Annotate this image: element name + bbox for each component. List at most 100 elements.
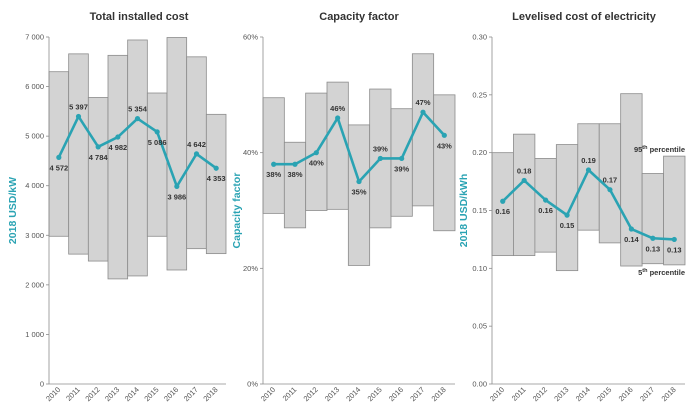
chart-panel-3: Levelised cost of electricity 2018 USD/kW… (458, 11, 686, 403)
x-tick-label: 2010 (259, 385, 277, 403)
data-label-2011: 5 397 (69, 102, 88, 111)
data-point-2014 (134, 115, 141, 122)
x-tick-label: 2014 (574, 385, 592, 403)
x-tick-label: 2018 (430, 385, 448, 403)
y-axis-label: 2018 USD/kWh (458, 174, 470, 248)
data-label-2013: 46% (330, 104, 345, 113)
data-label-2011: 0.18 (517, 166, 532, 175)
x-tick-label: 2015 (366, 385, 384, 403)
data-label-2013: 0.15 (560, 221, 575, 230)
y-tick-label: 0.10 (472, 264, 487, 273)
data-label-2016: 0.14 (624, 235, 639, 244)
data-label-2016: 39% (394, 164, 409, 173)
percentile-band-2016 (390, 108, 413, 217)
data-label-2017: 47% (415, 98, 430, 107)
y-tick-label: 60% (243, 33, 258, 42)
y-tick-label: 0.05 (472, 322, 487, 331)
data-point-2013 (564, 212, 570, 218)
data-point-2015 (154, 129, 160, 135)
data-point-2018 (671, 236, 677, 243)
data-point-2015 (607, 187, 613, 193)
data-label-2013: 4 982 (108, 143, 127, 152)
data-point-2018 (441, 132, 447, 138)
data-point-2012 (313, 150, 319, 156)
y-axis-label: 2018 USD/kW (7, 177, 19, 244)
x-tick-label: 2015 (142, 385, 160, 403)
x-tick-label: 2018 (660, 385, 678, 403)
percentile-band-2016 (166, 37, 188, 271)
data-label-2010: 4 572 (49, 163, 68, 172)
data-point-2012 (543, 197, 549, 203)
x-tick-label: 2010 (44, 385, 62, 403)
data-label-2015: 39% (373, 144, 388, 153)
percentile-band-2013 (326, 81, 349, 210)
y-tick-label: 0.00 (472, 380, 487, 389)
x-tick-label: 2015 (595, 385, 613, 403)
x-tick-label: 2012 (531, 385, 549, 403)
data-label-2014: 5 354 (128, 105, 148, 114)
y-tick-label: 0.20 (472, 148, 487, 157)
percentile-band-2015 (146, 92, 168, 237)
y-tick-label: 20% (243, 264, 258, 273)
data-point-2011 (75, 113, 82, 120)
data-point-2010 (500, 198, 506, 204)
x-tick-label: 2011 (64, 385, 82, 403)
data-point-2010 (56, 154, 62, 160)
x-tick-label: 2017 (408, 385, 426, 403)
percentile-band-2010 (48, 71, 70, 237)
y-tick-label: 2 000 (25, 280, 44, 289)
y-tick-label: 4 000 (25, 181, 44, 190)
x-tick-label: 2010 (488, 385, 506, 403)
x-tick-label: 2012 (83, 385, 101, 403)
x-tick-label: 2013 (552, 385, 570, 403)
data-label-2011: 38% (287, 170, 302, 179)
data-point-2013 (335, 115, 341, 121)
percentile-band-2011 (513, 133, 536, 257)
percentile-band-2014 (127, 39, 148, 277)
percentile-band-2010 (262, 97, 285, 214)
percentile-annotation: 95th percentile (634, 145, 685, 154)
x-tick-label: 2017 (638, 385, 656, 403)
data-point-2016 (174, 183, 180, 190)
x-tick-label: 2011 (510, 385, 528, 403)
y-tick-label: 7 000 (25, 33, 44, 42)
y-tick-label: 3 000 (25, 231, 44, 240)
y-tick-label: 0 (40, 380, 44, 389)
data-point-2013 (115, 134, 121, 140)
data-label-2018: 43% (437, 141, 452, 150)
data-point-2012 (95, 144, 101, 150)
percentile-band-2018 (663, 155, 686, 266)
x-tick-label: 2016 (387, 385, 405, 403)
data-point-2016 (628, 226, 634, 232)
x-tick-label: 2018 (201, 385, 219, 403)
data-label-2016: 3 986 (167, 192, 186, 201)
y-tick-label: 0.15 (472, 206, 487, 215)
y-tick-label: 6 000 (25, 82, 44, 91)
data-point-2015 (377, 155, 383, 162)
percentile-band-2012 (87, 97, 109, 262)
data-point-2011 (292, 161, 298, 167)
chart-panel-1: Total installed cost 2018 USD/kW 0 1 000 2 0… (7, 11, 227, 403)
data-point-2010 (271, 161, 277, 167)
chart-title: Capacity factor (319, 11, 399, 23)
x-tick-label: 2012 (302, 385, 320, 403)
data-point-2017 (193, 151, 200, 157)
percentile-band-2011 (68, 53, 89, 255)
y-tick-label: 1 000 (25, 330, 44, 339)
percentile-band-2018 (205, 113, 227, 255)
data-point-2017 (650, 235, 656, 241)
y-tick-label: 0.25 (472, 90, 487, 99)
data-point-2016 (399, 155, 405, 162)
data-label-2014: 35% (351, 188, 366, 197)
x-tick-label: 2016 (162, 385, 180, 403)
data-point-2017 (420, 109, 426, 115)
x-tick-label: 2013 (323, 385, 341, 403)
percentile-band-2011 (283, 141, 307, 229)
data-label-2015: 5 086 (148, 138, 167, 147)
percentile-band-2010 (491, 152, 514, 257)
y-tick-label: 0.30 (472, 33, 487, 42)
data-label-2018: 4 353 (207, 174, 226, 183)
chart-panel-2: Capacity factor Capacity factor 0% 20% 40% 60… (231, 11, 456, 403)
data-point-2011 (521, 177, 527, 184)
